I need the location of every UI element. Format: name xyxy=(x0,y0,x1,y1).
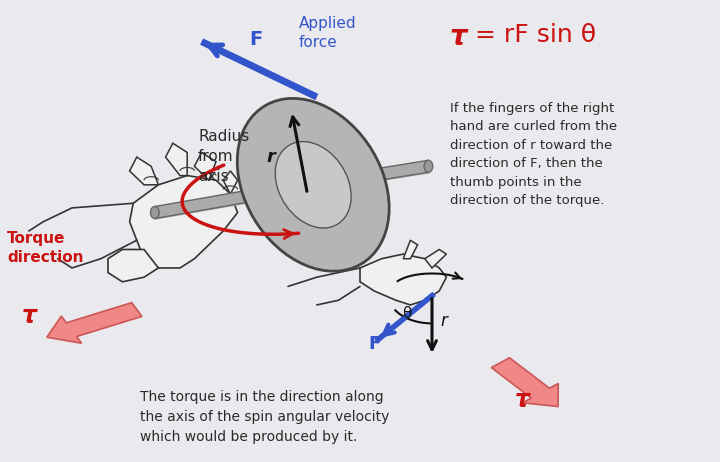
Ellipse shape xyxy=(424,160,433,172)
Text: r: r xyxy=(441,312,448,330)
FancyArrow shape xyxy=(491,358,558,407)
Polygon shape xyxy=(194,152,216,180)
Text: τ: τ xyxy=(515,389,530,413)
Polygon shape xyxy=(166,143,187,176)
Text: τ: τ xyxy=(22,304,37,328)
Ellipse shape xyxy=(238,98,389,271)
Ellipse shape xyxy=(150,207,159,219)
Text: Torque
direction: Torque direction xyxy=(7,231,84,265)
Polygon shape xyxy=(403,240,418,259)
Text: F: F xyxy=(369,335,381,353)
Polygon shape xyxy=(108,249,158,282)
Polygon shape xyxy=(130,176,238,268)
Text: r: r xyxy=(266,148,275,166)
Text: Applied
force: Applied force xyxy=(299,16,356,50)
FancyArrow shape xyxy=(47,303,142,343)
Text: The torque is in the direction along
the axis of the spin angular velocity
which: The torque is in the direction along the… xyxy=(140,390,390,444)
Ellipse shape xyxy=(275,141,351,228)
Polygon shape xyxy=(130,157,158,185)
Polygon shape xyxy=(223,171,238,194)
Text: τ: τ xyxy=(450,23,468,51)
Text: F: F xyxy=(249,30,262,49)
Polygon shape xyxy=(425,249,446,268)
Text: = rF sin θ: = rF sin θ xyxy=(467,23,595,47)
Text: If the fingers of the right
hand are curled from the
direction of r toward the
d: If the fingers of the right hand are cur… xyxy=(450,102,617,207)
Text: θ: θ xyxy=(402,306,411,321)
Polygon shape xyxy=(360,254,446,305)
Text: Radius
from
axis: Radius from axis xyxy=(198,129,249,184)
